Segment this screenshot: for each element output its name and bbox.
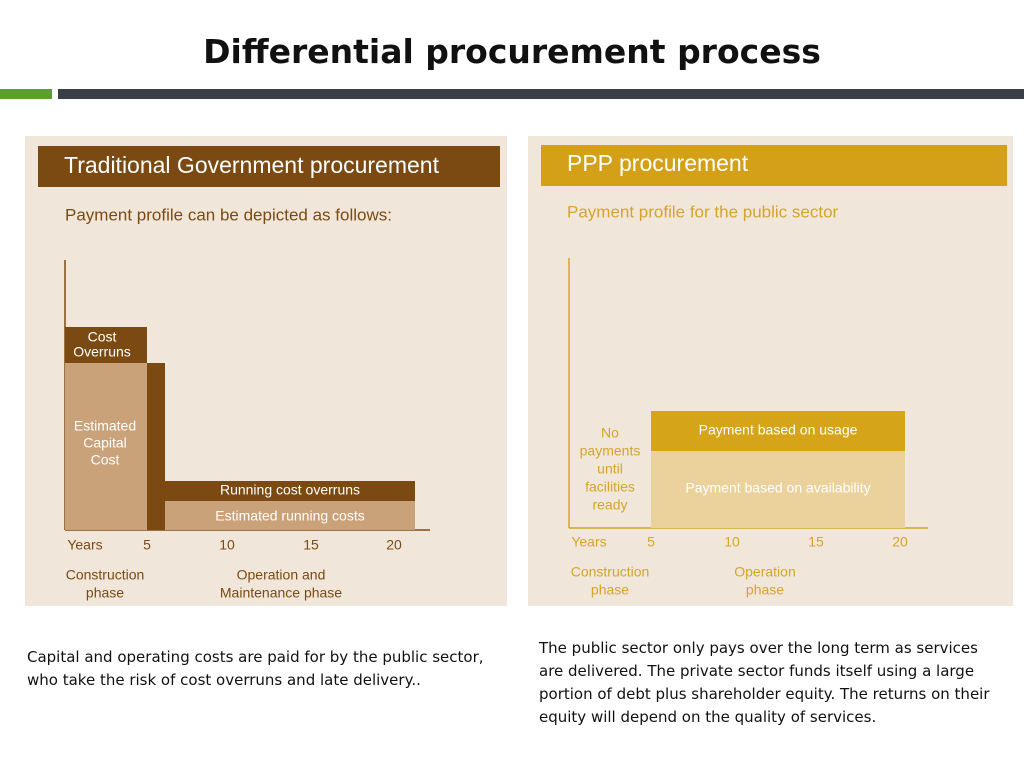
usage-block <box>651 411 905 451</box>
phase-label: phase <box>746 582 784 598</box>
block-label: payments <box>580 443 641 459</box>
panel-subtitle: Payment profile for the public sector <box>567 202 839 221</box>
phase-label: Construction <box>66 567 145 583</box>
phase-label: phase <box>86 585 124 601</box>
block-label: Capital <box>83 435 127 451</box>
axis-label: Years <box>571 534 606 550</box>
right-caption: The public sector only pays over the lon… <box>539 639 990 726</box>
tick-label: 20 <box>386 537 402 553</box>
panel-heading-bar <box>541 145 1007 186</box>
block-label: Estimated running costs <box>215 508 364 524</box>
overrun-strip <box>147 363 165 530</box>
panel-heading: Traditional Government procurement <box>64 152 440 178</box>
left-caption: Capital and operating costs are paid for… <box>27 648 484 689</box>
tick-label: 10 <box>219 537 235 553</box>
panel-heading-bar <box>38 146 500 187</box>
block-label: Payment based on availability <box>685 480 870 496</box>
tick-label: 20 <box>892 534 908 550</box>
block-label: Estimated <box>74 418 136 434</box>
phase-label: Maintenance phase <box>220 585 342 601</box>
phase-label: Construction <box>571 564 650 580</box>
header-rule <box>58 89 1024 99</box>
block-label: Cost <box>91 452 120 468</box>
tick-label: 15 <box>808 534 824 550</box>
phase-label: Operation <box>734 564 795 580</box>
block-label: Overruns <box>73 344 131 360</box>
tick-label: 5 <box>143 537 151 553</box>
block-label: Cost <box>88 329 117 345</box>
cost-overruns-block <box>65 327 147 363</box>
phase-label: phase <box>591 582 629 598</box>
capital-cost-block <box>65 363 147 530</box>
axis-label: Years <box>67 537 102 553</box>
running-costs-block <box>165 501 415 530</box>
block-label: facilities <box>585 479 635 495</box>
availability-block <box>651 451 905 528</box>
tick-label: 10 <box>724 534 740 550</box>
slide-title: Differential procurement process <box>203 32 821 71</box>
block-label: Payment based on usage <box>699 422 858 438</box>
left-panel <box>25 136 507 606</box>
tick-label: 5 <box>647 534 655 550</box>
phase-label: Operation and <box>237 567 326 583</box>
right-panel <box>528 136 1013 606</box>
panel-subtitle: Payment profile can be depicted as follo… <box>65 205 392 224</box>
block-label: ready <box>592 497 627 513</box>
block-label: until <box>597 461 623 477</box>
block-label: No <box>601 425 619 441</box>
block-label: Running cost overruns <box>220 482 360 498</box>
running-overruns-block <box>165 481 415 501</box>
panel-heading: PPP procurement <box>567 150 749 176</box>
tick-label: 15 <box>303 537 319 553</box>
accent-bar <box>0 89 52 99</box>
